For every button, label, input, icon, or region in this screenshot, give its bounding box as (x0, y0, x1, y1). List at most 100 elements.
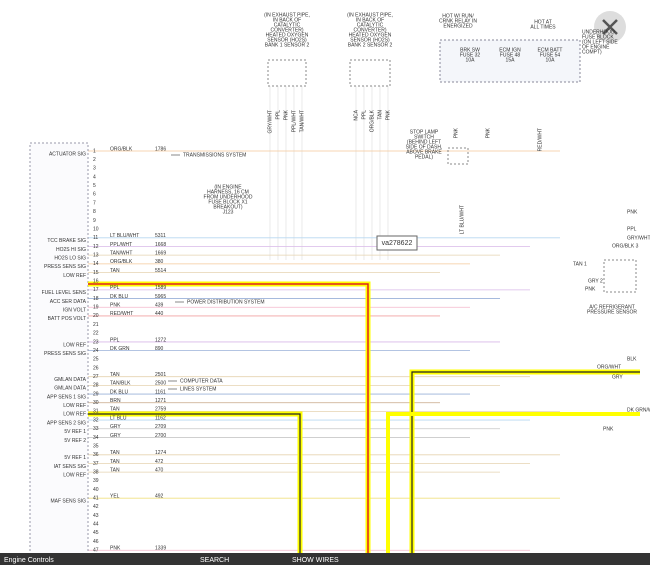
signal-name: APP SENS 2 SIG (47, 420, 86, 426)
wire-color: TAN (110, 450, 120, 456)
pin-number: 3 (93, 166, 96, 172)
label: IN BACK OF (356, 17, 384, 23)
signal-name: LOW REF (63, 472, 86, 478)
signal-name: FUEL LEVEL SENS (42, 290, 87, 296)
show-wires-button[interactable]: SHOW WIRES (292, 557, 339, 564)
system-ref: LINES SYSTEM (180, 386, 216, 392)
wire-label: PPL (361, 110, 367, 120)
label: A/C REFRIGERANT (589, 304, 635, 310)
pin-number: 45 (93, 530, 99, 536)
signal-name: 5V REF 2 (64, 438, 86, 444)
close-icon (602, 19, 618, 35)
wire-color: PNK (110, 303, 121, 309)
pin-number: 31 (93, 409, 99, 415)
wire-color: GRY (110, 424, 121, 430)
wire-color: TAN (110, 459, 120, 465)
pin-number: 41 (93, 496, 99, 502)
label: SWITCH (414, 134, 434, 140)
label: STOP LAMP (410, 129, 439, 135)
signal-name: APP SENS 1 SIG (47, 394, 86, 400)
pin-number: 40 (93, 487, 99, 493)
wire-color: PPL (110, 285, 120, 291)
id-tag-box (376, 235, 418, 251)
label: 15A (506, 57, 516, 63)
label: HEATED OXYGEN (349, 32, 392, 38)
circuit-number: 472 (155, 459, 164, 465)
circuit-number: 5311 (155, 233, 166, 239)
wire-label: PPL (275, 110, 281, 120)
pin-number: 29 (93, 391, 99, 397)
wire-color: TAN/BLK (110, 381, 131, 387)
pin-number: 42 (93, 504, 99, 510)
wire-label: PNK (585, 286, 596, 292)
pin-number: 17 (93, 287, 99, 293)
pin-number: 22 (93, 331, 99, 337)
search-button[interactable]: SEARCH (200, 557, 229, 564)
pin-number: 24 (93, 348, 99, 354)
label: COMPT) (582, 49, 602, 55)
wire-color: PPL/WHT (110, 242, 132, 248)
circuit-number: 1339 (155, 546, 166, 552)
signal-name: MAF SENS SIG (50, 499, 86, 505)
circuit-number: 380 (155, 259, 164, 265)
wire-color: TAN (110, 268, 120, 274)
circuit-number: 2700 (155, 433, 166, 439)
pin-number: 5 (93, 183, 96, 189)
pin-number: 7 (93, 200, 96, 206)
wire-color: GRY (110, 433, 121, 439)
ecm-module (29, 142, 89, 556)
pin-number: 21 (93, 322, 99, 328)
wire-label: GRY/WHT (627, 235, 650, 241)
wire-label: RED/WHT (537, 128, 543, 151)
label: HOT W/ RUN/ (442, 13, 474, 19)
wire-label: TAN (377, 110, 383, 120)
wire (411, 371, 640, 555)
pin-number: 11 (93, 235, 98, 241)
pin-number: 30 (93, 400, 99, 406)
wire-label: GRY (612, 374, 623, 380)
pin-number: 18 (93, 296, 99, 302)
circuit-number: 1162 (155, 415, 166, 421)
signal-name: TCC BRAKE SIG (47, 238, 86, 244)
pin-number: 25 (93, 357, 99, 363)
wire-color: DK BLU (110, 389, 128, 395)
label: PRESSURE SENSOR (587, 309, 637, 315)
circuit-number: 1669 (155, 250, 166, 256)
wire-label: TAN/WHT (299, 110, 305, 132)
pin-number: 16 (93, 279, 99, 285)
system-ref: TRANSMISSIONS SYSTEM (183, 152, 246, 158)
wire-label: PNK (603, 426, 614, 432)
wire-color: PPL (110, 337, 120, 343)
label: CATALYTIC (274, 22, 301, 28)
wire-color: LT BLU/WHT (110, 233, 139, 239)
pin-number: 1 (93, 148, 96, 154)
wire-label: ORG/BLK 3 (612, 243, 639, 249)
circuit-number: 439 (155, 303, 164, 309)
signal-name: 5V REF 1 (64, 429, 86, 435)
label: ALL TIMES (530, 24, 556, 30)
wire-color: RED/WHT (110, 311, 133, 317)
circuit-number: 890 (155, 346, 164, 352)
label: SENSOR (HO2S) (267, 37, 307, 43)
signal-name: IGN VOLT (63, 308, 86, 314)
wire-label: ORG/WHT (597, 364, 621, 370)
label: CONVERTER) (354, 27, 387, 33)
wire (88, 413, 301, 555)
label: CRNK RELAY IN (439, 18, 477, 24)
pin-number: 44 (93, 522, 99, 528)
label: BANK 2 SENSOR 2 (348, 42, 393, 48)
pin-number: 39 (93, 478, 99, 484)
wire-label: LT BLU/WHT (459, 205, 465, 234)
label: (IN ENGINE (214, 184, 242, 190)
label: SIDE OF DASH, (406, 144, 443, 150)
pin-number: 26 (93, 365, 99, 371)
pin-number: 8 (93, 209, 96, 215)
wire-color: DK BLU (110, 294, 128, 300)
circuit-number: 1271 (155, 398, 166, 404)
wire-color: PNK (110, 546, 121, 552)
switch-box (447, 147, 469, 165)
id-tag: va278622 (382, 240, 413, 247)
sensor-box (267, 59, 307, 87)
label: HARNESS, 16 CM (207, 189, 249, 195)
